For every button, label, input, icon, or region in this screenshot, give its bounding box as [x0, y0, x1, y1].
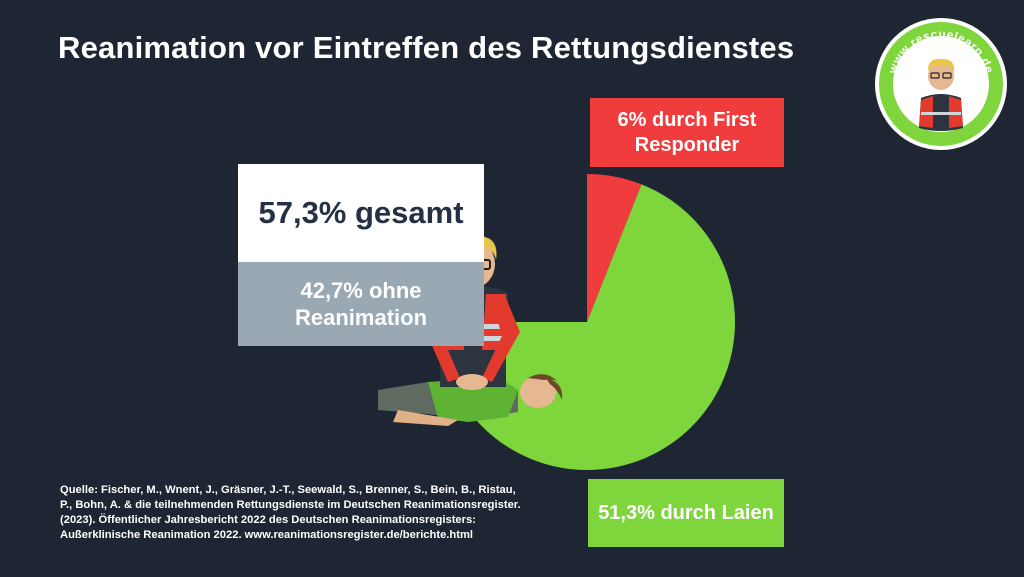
rescuelearn-logo: www.rescuelearn.de — [875, 18, 1007, 150]
pie-slice-first-responder — [587, 174, 642, 322]
no-cpr-label-box: 42,7% ohne Reanimation — [238, 262, 484, 346]
page-title: Reanimation vor Eintreffen des Rettungsd… — [58, 30, 795, 65]
source-citation: Quelle: Fischer, M., Wnent, J., Gräsner,… — [60, 484, 521, 541]
laien-label-box: 51,3% durch Laien — [588, 479, 784, 547]
first-responder-label-box: 6% durch First Responder — [590, 98, 784, 167]
total-label-box: 57,3% gesamt — [238, 164, 484, 262]
